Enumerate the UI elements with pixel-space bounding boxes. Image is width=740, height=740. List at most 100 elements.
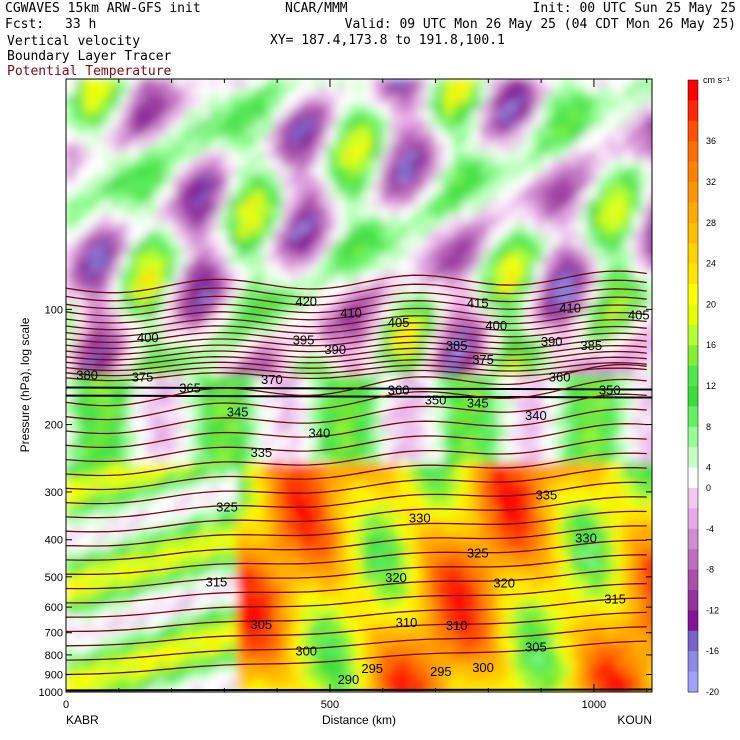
y-axis-ticks: 100 200 300 400 500 600 700 800 900 1000 (39, 304, 652, 699)
colorbar-swatch (688, 651, 698, 673)
theta-label: 400 (137, 330, 159, 345)
theta-label: 410 (559, 301, 581, 316)
theta-label: 295 (430, 664, 452, 679)
theta-contour (66, 338, 647, 355)
colorbar-swatch (688, 467, 698, 489)
colorbar-swatch (688, 528, 698, 550)
x-tick-label: 1000 (582, 699, 606, 711)
theta-label: 290 (338, 672, 360, 687)
theta-label: 415 (467, 296, 489, 311)
theta-label: 325 (216, 499, 238, 514)
theta-label: 335 (250, 445, 272, 460)
init-time: Init: 00 UTC Sun 25 May 25 (532, 1, 737, 16)
colorbar-tick-label: 20 (706, 299, 716, 309)
theta-contour (66, 582, 647, 618)
theta-contour (66, 325, 647, 344)
theta-label: 350 (425, 392, 447, 407)
colorbar-tick-label: 28 (706, 218, 716, 228)
theta-contour (66, 467, 647, 505)
x-end-station: KOUN (617, 713, 652, 727)
colorbar-swatch (688, 120, 698, 142)
theta-label: 410 (340, 306, 362, 321)
plot-frame (65, 78, 653, 693)
theta-label: 325 (467, 546, 489, 561)
field-name-theta: Potential Temperature (7, 64, 172, 79)
theta-label: 335 (536, 488, 558, 503)
colorbar-swatch (688, 324, 698, 346)
theta-contour (66, 318, 647, 337)
organization: NCAR/MMM (285, 1, 348, 16)
colorbar-frame (687, 79, 699, 693)
colorbar-units: cm s⁻¹ (703, 75, 730, 85)
x-start-station: KABR (66, 713, 99, 727)
colorbar-swatch (688, 590, 698, 611)
colorbar-swatch (688, 345, 698, 367)
theta-label: 330 (409, 511, 431, 526)
theta-label: 420 (295, 294, 317, 309)
theta-label: 330 (575, 531, 597, 546)
colorbar-swatch (688, 386, 698, 407)
tracer-line (66, 394, 652, 399)
colorbar-tick-label: 24 (706, 259, 716, 269)
theta-contour (66, 481, 647, 519)
colorbar-swatch (688, 630, 698, 652)
colorbar-swatch (688, 182, 698, 203)
colorbar-tick-label: 12 (706, 381, 716, 391)
colorbar-swatch (688, 202, 698, 224)
colorbar-tick-label: 4 (706, 463, 711, 473)
colorbar-tick-label: 16 (706, 340, 716, 350)
theta-label: 390 (324, 342, 346, 357)
theta-contour (66, 539, 647, 576)
theta-label: 310 (396, 615, 418, 630)
colorbar-swatch (688, 243, 698, 265)
x-tick-label: 500 (321, 699, 339, 711)
theta-contour (66, 554, 647, 590)
theta-label: 340 (525, 408, 547, 423)
theta-contour (66, 423, 647, 463)
field-name-vertical-velocity: Vertical velocity (7, 34, 141, 49)
theta-contour (66, 408, 647, 449)
colorbar-tick-label: -8 (706, 565, 714, 575)
theta-label: 385 (580, 338, 602, 353)
theta-contour (66, 288, 647, 310)
theta-label: 340 (309, 426, 331, 441)
theta-contour (66, 332, 647, 350)
theta-contour (66, 510, 647, 547)
theta-contour (66, 611, 647, 647)
y-tick-label: 800 (45, 650, 63, 662)
theta-label: 380 (76, 368, 98, 383)
theta-label: 300 (472, 660, 494, 675)
theta-label: 405 (388, 315, 410, 330)
y-axis-label: Pressure (hPa), log scale (18, 317, 32, 452)
colorbar-swatch (688, 426, 698, 448)
theta-contour-labels: 420 410 405 415 400 410 405 400 395 390 385 390 385 3… (76, 294, 649, 687)
forecast-label: Fcst: (5, 17, 45, 32)
cross-section-endpoints: XY= 187.4,173.8 to 191.8,100.1 (270, 33, 505, 48)
theta-label: 345 (227, 405, 249, 420)
colorbar-swatch (688, 80, 698, 101)
theta-contour (66, 270, 647, 294)
colorbar-tick-label: 32 (706, 177, 716, 187)
theta-contour (66, 393, 647, 435)
colorbar-swatch (688, 447, 698, 469)
theta-label: 310 (446, 618, 468, 633)
colorbar-swatch (688, 488, 698, 509)
theta-label: 295 (361, 661, 383, 676)
tracer-line (66, 688, 652, 692)
theta-contour (66, 437, 647, 477)
model-title: CGWAVES 15km ARW-GFS init (5, 1, 201, 16)
theta-label: 400 (485, 318, 507, 333)
theta-contour (66, 311, 647, 331)
theta-label: 305 (250, 617, 272, 632)
theta-label: 365 (179, 380, 201, 395)
y-tick-label: 900 (45, 669, 63, 681)
theta-label: 300 (295, 644, 317, 659)
colorbar-tick-label: -4 (706, 524, 714, 534)
theta-label: 345 (467, 395, 489, 410)
y-tick-label: 1000 (39, 687, 63, 699)
theta-label: 315 (206, 574, 228, 589)
theta-contour (66, 452, 647, 491)
colorbar-swatch (688, 549, 698, 571)
forecast-hour: 33 h (65, 17, 97, 32)
